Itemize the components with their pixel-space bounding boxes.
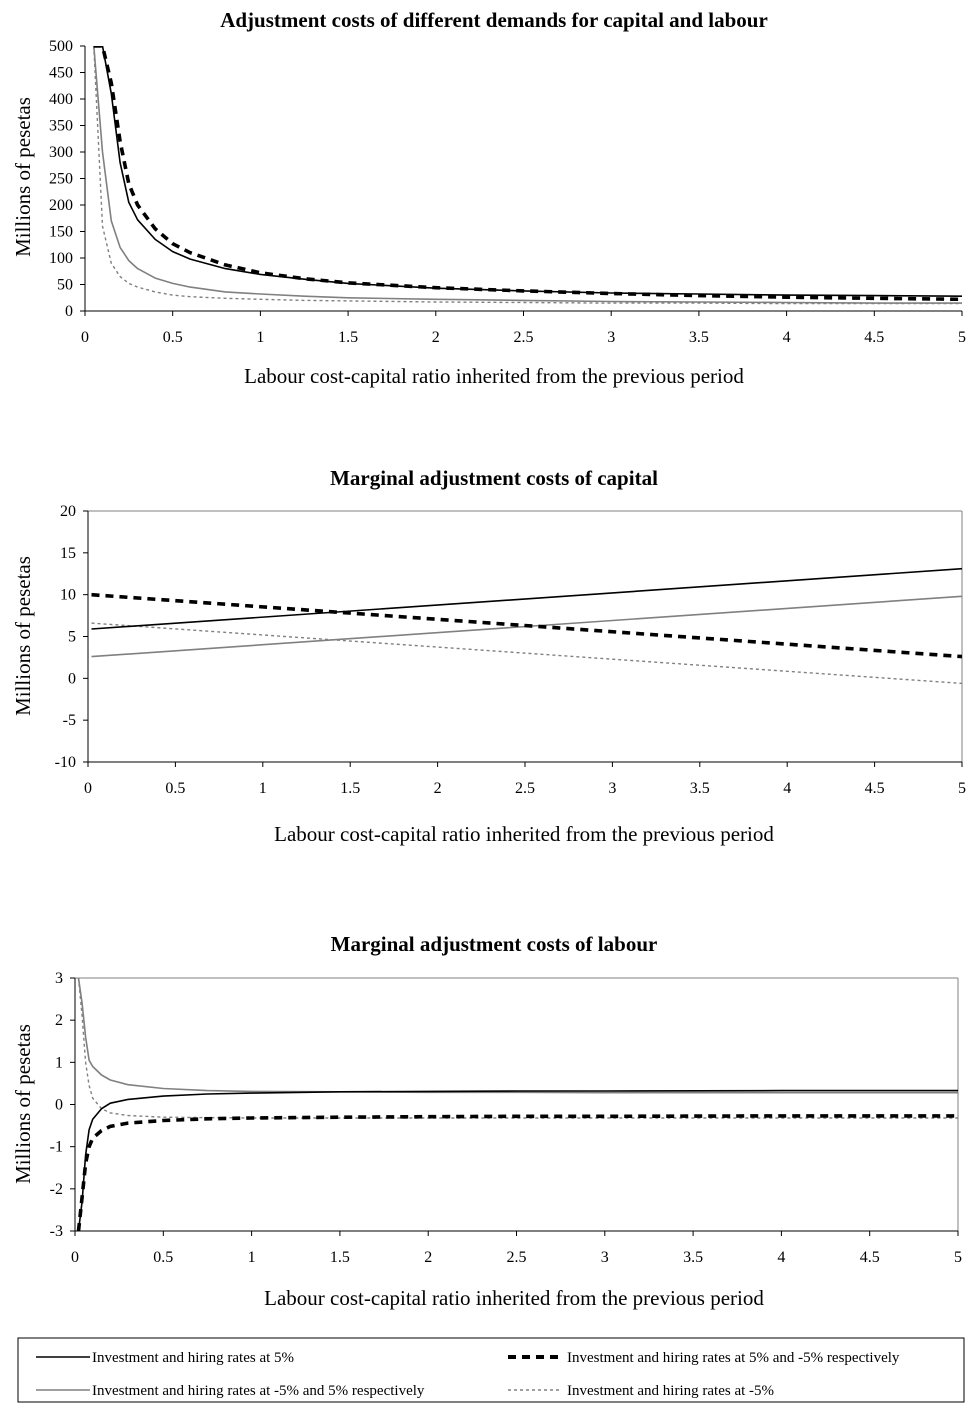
chart-title: Adjustment costs of different demands fo…	[220, 8, 768, 32]
y-tick-label: 500	[49, 38, 73, 55]
y-tick-label: 2	[55, 1012, 63, 1029]
x-tick-label: 1.5	[330, 1249, 350, 1266]
y-tick-label: 0	[55, 1097, 63, 1114]
y-tick-label: 10	[60, 587, 76, 604]
y-tick-label: 150	[49, 224, 73, 241]
series-line-rates-5-neg5	[93, 46, 962, 302]
series-line-rates-neg5	[91, 622, 962, 685]
y-tick-label: 15	[60, 545, 76, 562]
legend: Investment and hiring rates at 5% Invest…	[17, 1337, 965, 1403]
x-axis-label: Labour cost-capital ratio inherited from…	[244, 364, 744, 388]
x-tick-label: 3	[607, 329, 615, 346]
x-tick-label: 5	[958, 780, 966, 797]
series-line-rates-5	[93, 46, 962, 297]
series-line-rates-neg5-5	[93, 46, 962, 304]
y-tick-label: -10	[55, 754, 76, 771]
legend-box	[17, 1337, 965, 1403]
y-tick-label: 300	[49, 144, 73, 161]
y-tick-label: -3	[50, 1223, 63, 1240]
x-tick-label: 3	[608, 780, 616, 797]
x-tick-label: 1	[256, 329, 264, 346]
series-line-rates-neg5	[93, 46, 962, 305]
y-tick-label: 450	[49, 65, 73, 82]
y-tick-label: 200	[49, 197, 73, 214]
x-tick-label: 4.5	[864, 329, 884, 346]
x-tick-label: 4	[777, 1249, 785, 1266]
y-tick-label: -5	[63, 712, 76, 729]
y-tick-label: 3	[55, 970, 63, 987]
chart-title: Marginal adjustment costs of labour	[331, 932, 658, 956]
legend-label: Investment and hiring rates at 5% and -5…	[567, 1350, 900, 1366]
y-tick-label: 50	[57, 277, 73, 294]
x-tick-label: 0	[81, 329, 89, 346]
x-tick-label: 2	[432, 329, 440, 346]
x-tick-label: 4	[783, 329, 791, 346]
x-tick-label: 0.5	[163, 329, 183, 346]
x-axis-label: Labour cost-capital ratio inherited from…	[264, 1286, 764, 1310]
x-tick-label: 0	[84, 780, 92, 797]
x-tick-label: 4.5	[865, 780, 885, 797]
y-tick-label: 350	[49, 118, 73, 135]
x-tick-label: 0.5	[153, 1249, 173, 1266]
series-line-rates-5-neg5	[91, 592, 962, 659]
x-tick-label: 0.5	[165, 780, 185, 797]
series-line-rates-5	[77, 1089, 958, 1231]
series-line-rates-5	[91, 567, 962, 630]
y-tick-label: 1	[55, 1054, 63, 1071]
x-tick-label: 3.5	[689, 329, 709, 346]
x-tick-label: 2	[434, 780, 442, 797]
x-tick-label: 1.5	[340, 780, 360, 797]
x-tick-label: 5	[954, 1249, 962, 1266]
x-tick-label: 1.5	[338, 329, 358, 346]
legend-label: Investment and hiring rates at -5% and 5…	[92, 1383, 425, 1399]
series-line-rates-neg5-5	[77, 978, 958, 1094]
x-tick-label: 5	[958, 329, 966, 346]
y-tick-label: 20	[60, 503, 76, 520]
y-tick-label: 100	[49, 250, 73, 267]
x-tick-label: 0	[71, 1249, 79, 1266]
series-line-rates-5-neg5	[76, 1114, 958, 1231]
x-tick-label: 1	[248, 1249, 256, 1266]
x-tick-label: 2.5	[514, 329, 534, 346]
y-tick-label: 0	[68, 670, 76, 687]
x-tick-label: 1	[259, 780, 267, 797]
y-axis-label: Millions of pesetas	[11, 1024, 35, 1184]
y-tick-label: 0	[65, 303, 73, 320]
x-tick-label: 3.5	[683, 1249, 703, 1266]
chart-adjustment-costs: Adjustment costs of different demands fo…	[11, 8, 966, 388]
x-tick-label: 3.5	[690, 780, 710, 797]
chart-marginal-capital: Marginal adjustment costs of capital Mil…	[11, 466, 966, 846]
x-tick-label: 2.5	[515, 780, 535, 797]
x-tick-label: 3	[601, 1249, 609, 1266]
chart-marginal-labour: Marginal adjustment costs of labour Mill…	[11, 932, 962, 1310]
x-tick-label: 2	[424, 1249, 432, 1266]
y-tick-label: -1	[50, 1139, 63, 1156]
legend-label: Investment and hiring rates at 5%	[92, 1350, 294, 1366]
legend-label: Investment and hiring rates at -5%	[567, 1383, 774, 1399]
y-tick-label: 5	[68, 629, 76, 646]
y-tick-label: 400	[49, 91, 73, 108]
x-tick-label: 4.5	[860, 1249, 880, 1266]
x-tick-label: 2.5	[507, 1249, 527, 1266]
y-axis-label: Millions of pesetas	[11, 97, 35, 257]
chart-title: Marginal adjustment costs of capital	[330, 466, 658, 490]
x-axis-label: Labour cost-capital ratio inherited from…	[274, 822, 774, 846]
series-line-rates-neg5	[77, 978, 958, 1119]
y-tick-label: 250	[49, 171, 73, 188]
x-tick-label: 4	[783, 780, 791, 797]
y-axis-label: Millions of pesetas	[11, 556, 35, 716]
y-tick-label: -2	[50, 1181, 63, 1198]
